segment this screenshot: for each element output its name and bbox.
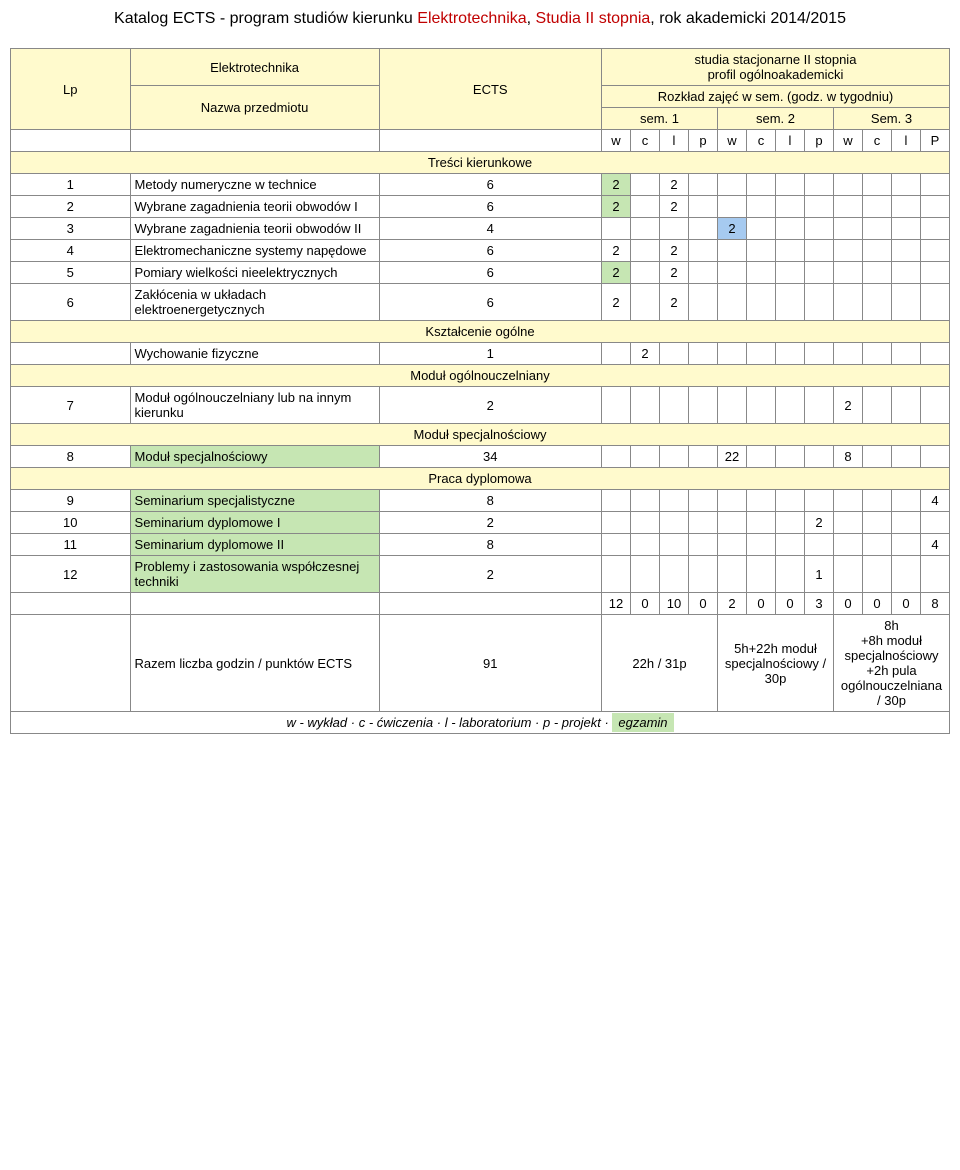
table-row: 2 Wybrane zagadnienia teorii obwodów I 6… [11,196,950,218]
table-row: 9 Seminarium specjalistyczne 8 4 [11,490,950,512]
section-modul-ogolno: Moduł ogólnouczelniany [11,365,950,387]
title-prefix: Katalog ECTS - program studiów kierunku [114,10,417,27]
study-type: studia stacjonarne II stopnia profil ogó… [602,49,950,86]
section-kierunkowe: Treści kierunkowe [11,152,950,174]
table-row: 5 Pomiary wielkości nieelektrycznych 6 2… [11,262,950,284]
title-suffix: , rok akademicki 2014/2015 [650,10,846,27]
table-row: 8 Moduł specjalnościowy 34 22 8 [11,446,950,468]
summary-row: Razem liczba godzin / punktów ECTS 91 22… [11,615,950,712]
col-c2: c [747,130,776,152]
table-row: 10 Seminarium dyplomowe I 2 2 [11,512,950,534]
col-w3: w [834,130,863,152]
legend-c: c - ćwiczenia [359,715,433,730]
sem2-header: sem. 2 [718,108,834,130]
legend-egz: egzamin [612,713,673,732]
col-w: w [602,130,631,152]
col-c: c [631,130,660,152]
col-p2: p [805,130,834,152]
program-name: Elektrotechnika [130,49,379,86]
col-ects: ECTS [379,49,601,130]
legend-row: w - wykład · c - ćwiczenia · l - laborat… [11,712,950,734]
col-lp: Lp [11,49,131,130]
table-row: 7 Moduł ogólnouczelniany lub na innym ki… [11,387,950,424]
table-row: 12 Problemy i zastosowania współczesnej … [11,556,950,593]
title-highlight-1: Elektrotechnika [417,10,526,27]
table-row: 6 Zakłócenia w układach elektroenergetyc… [11,284,950,321]
section-modul-spec: Moduł specjalnościowy [11,424,950,446]
col-P3: P [921,130,950,152]
table-row: 11 Seminarium dyplomowe II 8 4 [11,534,950,556]
col-p: p [689,130,718,152]
title-highlight-2: Studia II stopnia [536,10,651,27]
section-ogolne: Kształcenie ogólne [11,321,950,343]
table-row: 1 Metody numeryczne w technice 6 22 [11,174,950,196]
sem1-header: sem. 1 [602,108,718,130]
table-row: 3 Wybrane zagadnienia teorii obwodów II … [11,218,950,240]
legend-w: w - wykład [286,715,347,730]
col-l2: l [776,130,805,152]
col-l3: l [892,130,921,152]
col-l: l [660,130,689,152]
table-row: Wychowanie fizyczne 1 2 [11,343,950,365]
legend-l: l - laboratorium [445,715,532,730]
page-title: Katalog ECTS - program studiów kierunku … [10,10,950,28]
ects-table: Lp Elektrotechnika ECTS studia stacjonar… [10,48,950,734]
col-subject: Nazwa przedmiotu [130,86,379,130]
title-mid: , [527,10,536,27]
col-w2: w [718,130,747,152]
sem3-header: Sem. 3 [834,108,950,130]
col-c3: c [863,130,892,152]
legend-p: p - projekt [543,715,601,730]
schedule-label: Rozkład zajęć w sem. (godz. w tygodniu) [602,86,950,108]
table-row: 4 Elektromechaniczne systemy napędowe 6 … [11,240,950,262]
totals-row: 12 0 10 0 2 0 0 3 0 0 0 8 [11,593,950,615]
section-praca: Praca dyplomowa [11,468,950,490]
